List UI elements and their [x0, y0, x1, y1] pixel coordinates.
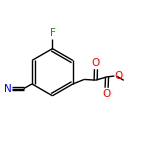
Text: O: O	[102, 89, 111, 99]
Text: N: N	[4, 84, 12, 93]
Text: O: O	[115, 71, 123, 81]
Text: O: O	[92, 58, 100, 68]
Text: F: F	[50, 28, 55, 38]
